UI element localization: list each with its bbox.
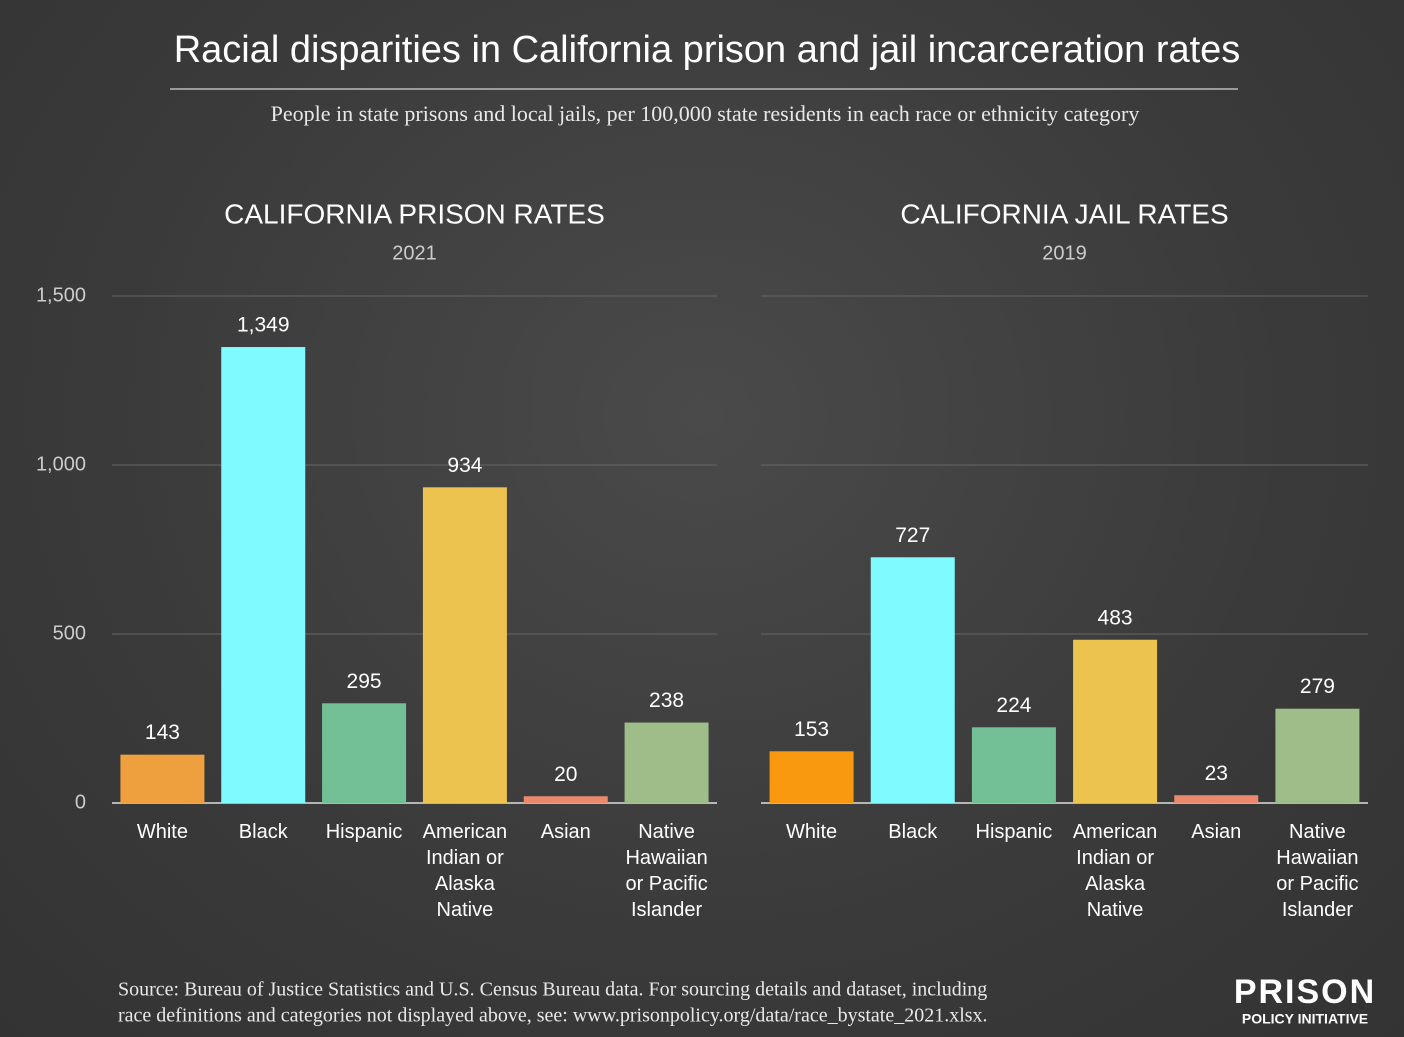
y-tick-label: 1,000 bbox=[36, 453, 86, 475]
chart-title: Racial disparities in California prison … bbox=[174, 29, 1241, 71]
bar bbox=[1073, 639, 1158, 803]
data-label: 727 bbox=[895, 524, 930, 547]
bar bbox=[523, 796, 608, 803]
y-tick-label: 500 bbox=[53, 622, 86, 644]
panel-title: CALIFORNIA PRISON RATES bbox=[224, 198, 605, 229]
data-label: 483 bbox=[1098, 606, 1133, 629]
x-tick-label: White bbox=[786, 821, 838, 843]
panel-subtitle: 2019 bbox=[1042, 242, 1087, 264]
x-tick-label: White bbox=[136, 821, 188, 843]
data-label: 934 bbox=[447, 454, 482, 477]
bar bbox=[120, 754, 205, 803]
x-tick-label: Hispanic bbox=[325, 821, 403, 843]
bar bbox=[221, 347, 306, 803]
bar bbox=[1275, 708, 1360, 803]
bar bbox=[422, 487, 507, 803]
bar bbox=[870, 557, 955, 803]
x-tick-label: American Indian or Alaska Native bbox=[1072, 821, 1158, 921]
source-line: race definitions and categories not disp… bbox=[118, 1005, 988, 1027]
logo: PRISON bbox=[1234, 973, 1376, 1011]
bar bbox=[769, 751, 854, 803]
bar bbox=[971, 727, 1056, 803]
data-label: 1,349 bbox=[237, 314, 290, 337]
bar bbox=[1174, 795, 1259, 803]
x-tick-label: Hispanic bbox=[975, 821, 1053, 843]
panel-title: CALIFORNIA JAIL RATES bbox=[900, 198, 1228, 229]
y-tick-label: 1,500 bbox=[36, 284, 86, 306]
data-label: 23 bbox=[1205, 762, 1228, 785]
x-tick-label: Asian bbox=[1191, 821, 1242, 843]
bar bbox=[322, 703, 407, 803]
x-tick-label: Native Hawaiian or Pacific Islander bbox=[625, 821, 708, 921]
x-tick-label: Native Hawaiian or Pacific Islander bbox=[1276, 821, 1359, 921]
data-label: 224 bbox=[996, 694, 1031, 717]
x-tick-label: Black bbox=[888, 821, 938, 843]
data-label: 143 bbox=[145, 721, 180, 744]
y-tick-label: 0 bbox=[75, 791, 86, 813]
x-tick-label: American Indian or Alaska Native bbox=[422, 821, 508, 921]
x-tick-label: Asian bbox=[540, 821, 591, 843]
data-label: 238 bbox=[649, 689, 684, 712]
data-label: 153 bbox=[794, 718, 829, 741]
logo: POLICY INITIATIVE bbox=[1242, 1011, 1368, 1027]
bar bbox=[624, 722, 709, 803]
chart-subtitle: People in state prisons and local jails,… bbox=[271, 101, 1140, 126]
data-label: 295 bbox=[347, 670, 382, 693]
data-label: 279 bbox=[1300, 675, 1335, 698]
panel-subtitle: 2021 bbox=[392, 242, 437, 264]
x-tick-label: Black bbox=[238, 821, 288, 843]
source-line: Source: Bureau of Justice Statistics and… bbox=[118, 979, 987, 1001]
data-label: 20 bbox=[554, 763, 577, 786]
